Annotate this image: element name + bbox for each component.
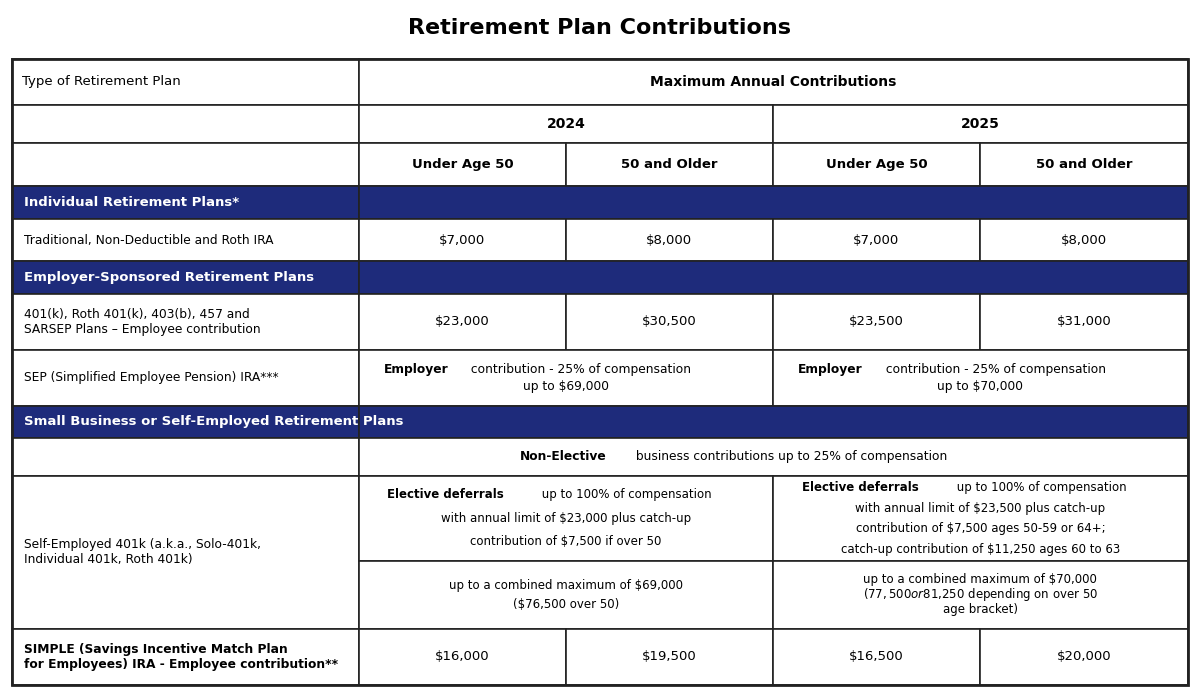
Text: 2024: 2024: [546, 117, 586, 131]
Text: Employer-Sponsored Retirement Plans: Employer-Sponsored Retirement Plans: [24, 271, 314, 284]
Text: up to a combined maximum of $69,000: up to a combined maximum of $69,000: [449, 579, 683, 592]
Text: contribution - 25% of compensation: contribution - 25% of compensation: [882, 363, 1106, 376]
Text: $16,000: $16,000: [436, 650, 490, 664]
Text: $31,000: $31,000: [1056, 316, 1111, 329]
Text: $23,500: $23,500: [848, 316, 904, 329]
Bar: [12, 262, 359, 294]
Bar: [12, 105, 359, 143]
Text: SIMPLE (Savings Incentive Match Plan
for Employees) IRA - Employee contribution*: SIMPLE (Savings Incentive Match Plan for…: [24, 643, 338, 671]
Bar: [359, 143, 566, 186]
Text: Retirement Plan Contributions: Retirement Plan Contributions: [408, 18, 792, 37]
Bar: [773, 350, 1188, 406]
Text: Non-Elective: Non-Elective: [520, 450, 607, 464]
Bar: [12, 628, 359, 685]
Text: Individual Retirement Plans*: Individual Retirement Plans*: [24, 196, 239, 209]
Bar: [12, 186, 359, 219]
Bar: [773, 561, 1188, 628]
Bar: [12, 438, 359, 475]
Text: 401(k), Roth 401(k), 403(b), 457 and
SARSEP Plans – Employee contribution: 401(k), Roth 401(k), 403(b), 457 and SAR…: [24, 308, 260, 336]
Text: $20,000: $20,000: [1057, 650, 1111, 664]
Bar: [12, 219, 359, 262]
Text: $30,500: $30,500: [642, 316, 697, 329]
Bar: [773, 143, 980, 186]
Bar: [980, 628, 1188, 685]
Bar: [566, 143, 773, 186]
Text: Elective deferrals: Elective deferrals: [802, 481, 919, 493]
Bar: [359, 561, 773, 628]
Text: 2025: 2025: [961, 117, 1000, 131]
Text: contribution of $7,500 ages 50-59 or 64+;: contribution of $7,500 ages 50-59 or 64+…: [856, 522, 1105, 535]
Bar: [12, 406, 359, 438]
Bar: [359, 105, 773, 143]
Bar: [12, 294, 359, 350]
Text: $7,000: $7,000: [439, 233, 486, 246]
Text: with annual limit of $23,000 plus catch-up: with annual limit of $23,000 plus catch-…: [440, 511, 691, 525]
Text: catch-up contribution of $11,250 ages 60 to 63: catch-up contribution of $11,250 ages 60…: [841, 543, 1120, 556]
Text: Under Age 50: Under Age 50: [412, 158, 514, 171]
Text: $8,000: $8,000: [1061, 233, 1106, 246]
Bar: [980, 143, 1188, 186]
Bar: [566, 294, 773, 350]
Bar: [12, 59, 359, 105]
Bar: [359, 294, 566, 350]
Text: Type of Retirement Plan: Type of Retirement Plan: [22, 75, 180, 89]
Text: $23,000: $23,000: [436, 316, 490, 329]
Bar: [566, 219, 773, 262]
Bar: [773, 219, 980, 262]
Bar: [359, 262, 1188, 294]
Text: Small Business or Self-Employed Retirement Plans: Small Business or Self-Employed Retireme…: [24, 415, 403, 428]
Bar: [773, 475, 1188, 561]
Bar: [359, 219, 566, 262]
Bar: [773, 628, 980, 685]
Bar: [359, 186, 1188, 219]
Bar: [359, 438, 1188, 475]
Bar: [773, 294, 980, 350]
Text: 50 and Older: 50 and Older: [622, 158, 718, 171]
Text: up to 100% of compensation: up to 100% of compensation: [953, 481, 1126, 493]
Text: age bracket): age bracket): [943, 603, 1018, 617]
Text: ($76,500 over 50): ($76,500 over 50): [512, 598, 619, 610]
Bar: [359, 475, 773, 561]
Text: with annual limit of $23,500 plus catch-up: with annual limit of $23,500 plus catch-…: [856, 502, 1105, 515]
Bar: [359, 628, 566, 685]
Bar: [980, 294, 1188, 350]
Text: $19,500: $19,500: [642, 650, 697, 664]
Text: SEP (Simplified Employee Pension) IRA***: SEP (Simplified Employee Pension) IRA***: [24, 371, 278, 384]
Text: up to a combined maximum of $70,000: up to a combined maximum of $70,000: [864, 573, 1097, 586]
Text: Employer: Employer: [798, 363, 863, 376]
Text: contribution - 25% of compensation: contribution - 25% of compensation: [467, 363, 691, 376]
Text: Elective deferrals: Elective deferrals: [388, 488, 504, 501]
Text: Under Age 50: Under Age 50: [826, 158, 928, 171]
Text: up to $70,000: up to $70,000: [937, 380, 1024, 392]
Text: Traditional, Non-Deductible and Roth IRA: Traditional, Non-Deductible and Roth IRA: [24, 233, 274, 246]
Text: Employer: Employer: [384, 363, 449, 376]
Text: 50 and Older: 50 and Older: [1036, 158, 1132, 171]
Text: $7,000: $7,000: [853, 233, 900, 246]
Text: Self-Employed 401k (a.k.a., Solo-401k,
Individual 401k, Roth 401k): Self-Employed 401k (a.k.a., Solo-401k, I…: [24, 538, 262, 566]
Bar: [12, 143, 359, 186]
Bar: [359, 350, 773, 406]
Bar: [773, 105, 1188, 143]
Text: Maximum Annual Contributions: Maximum Annual Contributions: [650, 75, 896, 89]
Bar: [359, 59, 1188, 105]
Text: contribution of $7,500 if over 50: contribution of $7,500 if over 50: [470, 536, 661, 549]
Bar: [359, 406, 1188, 438]
Text: business contributions up to 25% of compensation: business contributions up to 25% of comp…: [632, 450, 947, 464]
Text: $8,000: $8,000: [647, 233, 692, 246]
Text: $16,500: $16,500: [848, 650, 904, 664]
Text: up to 100% of compensation: up to 100% of compensation: [538, 488, 712, 501]
Bar: [980, 219, 1188, 262]
Text: ($77,500 or $81,250 depending on over 50: ($77,500 or $81,250 depending on over 50: [863, 586, 1098, 603]
Text: up to $69,000: up to $69,000: [523, 380, 608, 392]
Bar: [12, 350, 359, 406]
Bar: [12, 475, 359, 628]
Bar: [566, 628, 773, 685]
